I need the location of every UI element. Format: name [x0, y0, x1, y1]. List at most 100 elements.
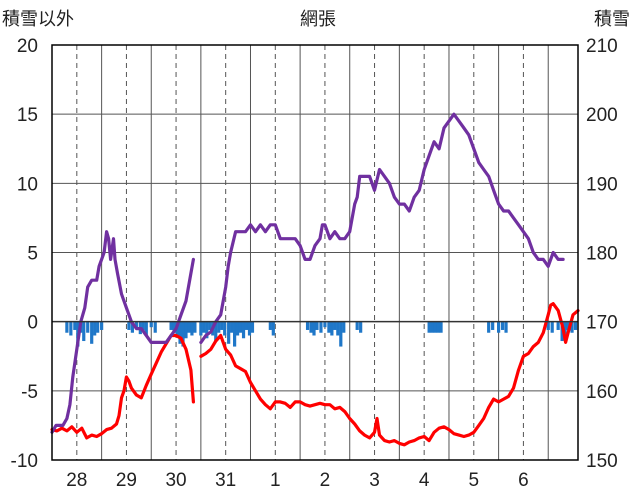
precipitation-bar	[199, 321, 203, 336]
precipitation-bar	[336, 321, 340, 336]
left-tick-label: -10	[11, 451, 38, 472]
left-tick-label: 5	[27, 244, 38, 265]
precipitation-bar	[172, 321, 176, 333]
precipitation-bar	[271, 321, 275, 336]
precipitation-bar	[181, 321, 185, 347]
precipitation-bar	[563, 321, 567, 336]
x-tick-label: 29	[116, 470, 137, 491]
axes	[51, 44, 579, 461]
precipitation-bar	[230, 321, 234, 333]
precipitation-bar	[69, 321, 73, 336]
grid-lines	[52, 45, 578, 460]
precipitation-bar	[127, 321, 131, 330]
precipitation-bar	[244, 321, 249, 330]
precipitation-bar	[141, 321, 145, 330]
right-tick-label: 150	[586, 451, 618, 472]
x-tick-label: 1	[270, 470, 281, 491]
precipitation-bar	[430, 321, 434, 333]
precipitation-bar	[153, 321, 157, 333]
precipitation-bar	[90, 321, 94, 344]
precipitation-bar	[433, 321, 437, 333]
precipitation-bar	[500, 321, 505, 330]
right-tick-label: 210	[586, 36, 618, 57]
precipitation-bar	[309, 321, 313, 333]
precipitation-bar	[546, 321, 550, 330]
precipitation-bar	[333, 321, 337, 330]
precipitation-bar	[214, 321, 218, 342]
precipitation-bar	[184, 321, 188, 339]
precipitation-bar	[96, 321, 100, 333]
precipitation-bar	[323, 321, 327, 328]
precipitation-bar	[427, 321, 431, 333]
right-axis-label: 積雪	[594, 9, 630, 29]
precipitation-bar	[220, 321, 224, 330]
precipitation-bar	[149, 321, 153, 328]
precipitation-bar	[100, 321, 104, 330]
x-tick-label: 30	[165, 470, 186, 491]
precipitation-bar	[439, 321, 443, 333]
right-tick-label: 160	[586, 382, 618, 403]
precipitation-bar	[82, 321, 86, 342]
precipitation-bar	[241, 321, 246, 339]
left-tick-label: 15	[17, 105, 38, 126]
precipitation-bar	[208, 321, 212, 330]
left-tick-label: 10	[17, 174, 38, 195]
precipitation-bar	[359, 321, 363, 333]
x-tick-label: 4	[419, 470, 430, 491]
chart-title: 網張	[300, 9, 336, 29]
precipitation-bar	[250, 321, 255, 333]
x-tick-label: 5	[469, 470, 480, 491]
precipitation-bar	[355, 321, 359, 330]
right-tick-label: 190	[586, 174, 618, 195]
precipitation-bar	[339, 321, 343, 347]
precipitation-bar	[144, 321, 148, 336]
precipitation-bar	[205, 321, 209, 339]
left-tick-label: -5	[21, 382, 38, 403]
precipitation-bar	[550, 321, 554, 333]
precipitation-bar	[342, 321, 346, 333]
precipitation-bar	[436, 321, 440, 333]
precipitation-bar	[227, 321, 231, 344]
right-tick-label: 180	[586, 244, 618, 265]
precipitation-bar	[305, 321, 310, 330]
precipitation-bar	[315, 321, 319, 330]
precipitation-bar	[330, 321, 334, 336]
left-tick-label: 20	[17, 36, 38, 57]
precipitation-bar	[169, 321, 173, 330]
precipitation-bar	[497, 321, 501, 333]
plot-border	[51, 44, 579, 461]
precipitation-bar	[187, 321, 191, 333]
precipitation-bar	[247, 321, 252, 336]
precipitation-bar	[233, 321, 237, 347]
snow-depth-line	[199, 112, 565, 344]
precipitation-bar	[93, 321, 97, 336]
precipitation-bar	[556, 321, 560, 330]
precipitation-bar	[504, 321, 508, 333]
left-axis-label: 積雪以外	[2, 9, 74, 29]
precipitation-bar	[73, 321, 77, 330]
precipitation-bar	[487, 321, 491, 333]
precipitation-bar	[570, 321, 574, 333]
precipitation-bar	[65, 321, 69, 333]
series-lines	[50, 112, 580, 447]
left-tick-label: 0	[27, 313, 38, 334]
precipitation-bar	[238, 321, 243, 333]
x-tick-label: 6	[518, 470, 529, 491]
precipitation-bar	[202, 321, 206, 333]
snow-depth-line	[50, 230, 195, 434]
precipitation-bar	[235, 321, 240, 336]
precipitation-bar	[86, 321, 90, 333]
x-tick-label: 3	[369, 470, 380, 491]
precipitation-bar	[134, 321, 138, 329]
precipitation-bar	[312, 321, 316, 336]
precipitation-bar	[573, 321, 578, 330]
temperature-line	[199, 302, 580, 447]
precipitation-bar	[178, 321, 182, 344]
x-tick-label: 31	[215, 470, 236, 491]
precipitation-bar	[223, 321, 227, 336]
precipitation-bar	[319, 321, 323, 333]
precipitation-bar	[268, 321, 272, 330]
